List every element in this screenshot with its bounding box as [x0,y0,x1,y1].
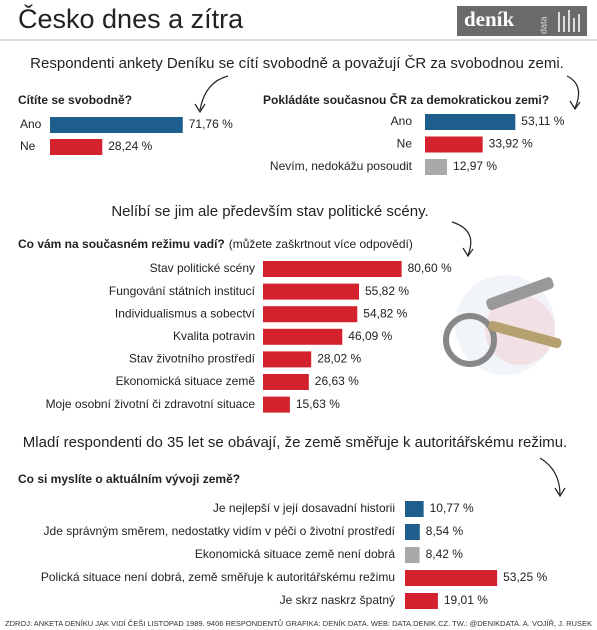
value-label: 8,54 % [426,524,464,538]
value-label: 28,24 % [108,139,152,153]
value-label: 80,60 % [408,261,452,275]
category-label: Fungování státních institucí [109,284,256,298]
chart-title: Cítíte se svobodně? [18,93,132,107]
category-label: Nevím, nedokážu posoudit [270,159,413,173]
chart-note: (můžete zaškrtnout více odpovědí) [229,237,413,251]
category-label: Ne [20,139,36,153]
category-label: Individualismus a sobectví [115,306,256,320]
arrows [194,75,581,498]
bar [263,374,309,390]
category-label: Ano [391,114,413,128]
bar [405,547,420,563]
bar [405,593,438,609]
category-label: Ne [397,137,413,151]
bar [50,139,103,155]
value-label: 33,92 % [489,137,533,151]
bar [263,306,358,323]
logo: deník [464,7,515,31]
category-label: Je nejlepší v její dosavadní historii [213,501,395,515]
value-label: 53,11 % [521,114,564,128]
value-label: 71,76 % [189,117,233,131]
value-label: 15,63 % [296,397,340,411]
bar [405,524,420,540]
bar [425,159,448,175]
source: ZDROJ: ANKETA DENÍKU JAK VIDÍ ČEŠI LISTO… [5,619,283,628]
value-label: 19,01 % [444,593,488,607]
headline: Mladí respondenti do 35 let se obávají, … [23,434,567,451]
bar [263,396,290,413]
credits: GRAFIKA: DENÍK DATA. WEB: DATA.DENIK.CZ.… [286,619,592,628]
category-label: Polická situace není dobrá, země směřuje… [41,570,395,584]
bar [263,351,312,368]
value-label: 55,82 % [365,284,409,298]
category-label: Je skrz naskrz špatný [280,593,395,607]
bar [50,117,183,133]
bar [405,570,498,586]
logo-box [457,6,587,36]
bar [425,114,516,130]
category-label: Stav politické scény [150,261,255,275]
category-label: Ekonomická situace země není dobrá [195,547,395,561]
keys-illustration [443,275,562,375]
bar [263,261,402,277]
value-label: 26,63 % [315,374,359,388]
category-label: Jde správným směrem, nedostatky vidím v … [44,524,396,538]
category-label: Stav životního prostředí [129,352,256,366]
chart-title: Co si myslíte o aktuálním vývoji země? [18,472,240,486]
bar [263,283,360,300]
value-label: 53,25 % [503,570,547,584]
value-label: 46,09 % [348,329,392,343]
bar [405,501,424,517]
logo-bars [558,10,580,32]
bar [263,328,343,345]
page-title: Česko dnes a zítra [18,3,244,34]
value-label: 54,82 % [363,306,407,320]
bar [425,136,483,153]
category-label: Ano [20,117,42,131]
category-label: Kvalita potravin [173,329,255,343]
headline: Nelíbí se jim ale především stav politic… [111,203,428,220]
chart-title: Pokládáte současnou ČR za demokratickou … [263,92,549,107]
chart-title: Co vám na současném režimu vadí? [18,237,225,251]
value-label: 10,77 % [430,501,474,515]
category-label: Moje osobní životní či zdravotní situace [46,397,256,411]
category-label: Ekonomická situace země [116,374,256,388]
value-label: 8,42 % [426,547,464,561]
value-label: 12,97 % [453,159,497,173]
headline: Respondenti ankety Deníku se cítí svobod… [30,55,564,72]
logo-tag: data [538,16,548,34]
value-label: 28,02 % [317,352,361,366]
